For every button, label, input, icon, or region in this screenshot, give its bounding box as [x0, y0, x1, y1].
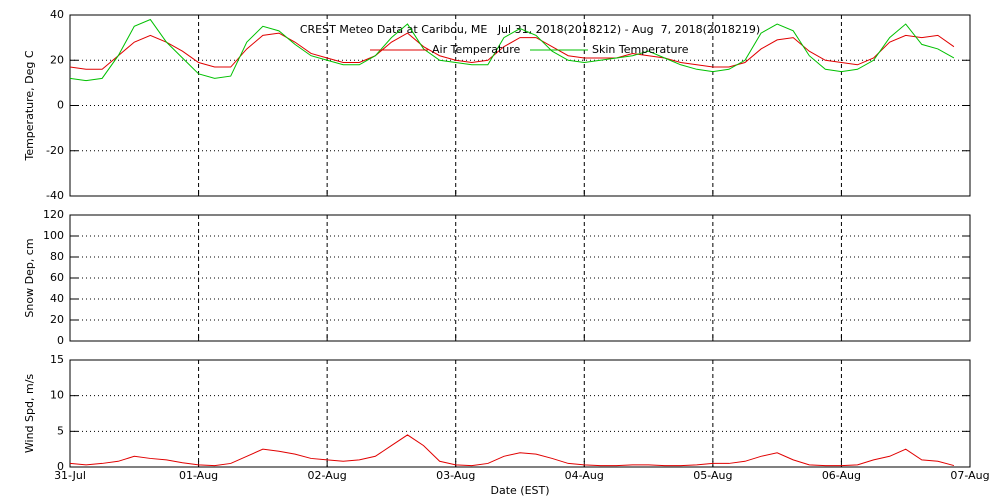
y-tick-label: 0 — [57, 334, 64, 347]
y-tick-label: 5 — [57, 424, 64, 437]
x-tick-label: 07-Aug — [950, 469, 989, 482]
x-axis-label: Date (EST) — [490, 484, 549, 497]
x-tick-label: 04-Aug — [565, 469, 604, 482]
chart-title: CREST Meteo Data at Caribou, ME Jul 31, … — [300, 23, 760, 36]
data-line — [69, 434, 955, 467]
y-tick-label: 120 — [43, 208, 64, 221]
x-tick-label: 02-Aug — [308, 469, 347, 482]
y-tick-label: 0 — [57, 460, 64, 473]
y-tick-label: 40 — [50, 8, 64, 21]
legend-label: Skin Temperature — [592, 43, 689, 56]
y-axis-label: Wind Spd, m/s — [23, 374, 36, 454]
y-tick-label: 10 — [50, 389, 64, 402]
y-tick-label: 20 — [50, 313, 64, 326]
x-tick-label: 03-Aug — [436, 469, 475, 482]
x-tick-label: 06-Aug — [822, 469, 861, 482]
x-tick-label: 05-Aug — [693, 469, 732, 482]
y-tick-label: 0 — [57, 99, 64, 112]
plot-frame — [69, 359, 971, 468]
y-tick-label: -20 — [46, 144, 64, 157]
y-tick-label: 100 — [43, 229, 64, 242]
y-tick-label: 20 — [50, 53, 64, 66]
y-tick-label: 80 — [50, 250, 64, 263]
data-line — [69, 18, 955, 82]
y-tick-label: 40 — [50, 292, 64, 305]
y-axis-label: Temperature, Deg C — [23, 50, 36, 161]
legend-label: Air Temperature — [432, 43, 521, 56]
y-tick-label: 15 — [50, 353, 64, 366]
data-line — [69, 32, 955, 70]
y-tick-label: 60 — [50, 271, 64, 284]
x-tick-label: 31-Jul — [54, 469, 86, 482]
y-axis-label: Snow Dep, cm — [23, 238, 36, 317]
y-tick-label: -40 — [46, 189, 64, 202]
x-tick-label: 01-Aug — [179, 469, 218, 482]
